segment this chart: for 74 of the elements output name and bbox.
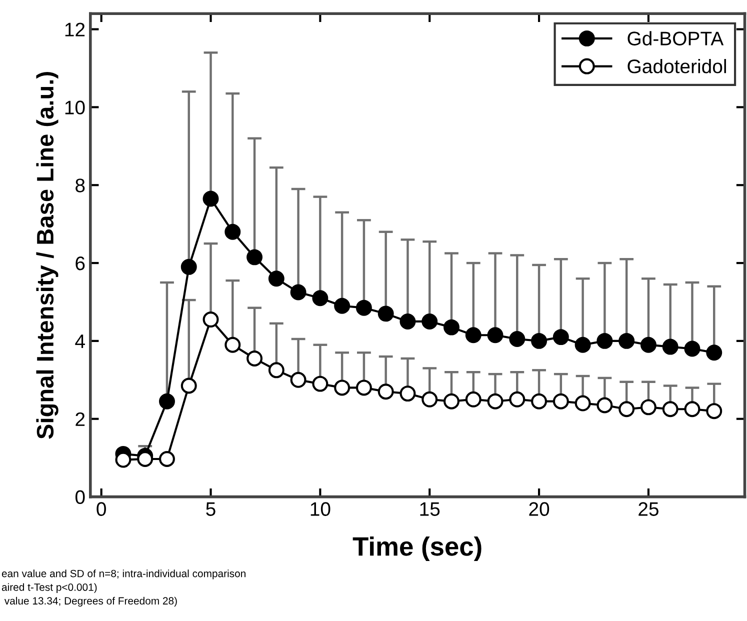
point: [224, 224, 241, 240]
point: [180, 378, 197, 394]
point: [290, 372, 306, 388]
text: aired t-Test p<0.001): [2, 583, 97, 593]
point: [662, 338, 678, 355]
point: [268, 362, 284, 378]
y-axis-title: Signal Intensity / Base Line (a.u.): [36, 72, 58, 439]
x-tick-label: 0: [96, 502, 106, 516]
legend-label: Gd-BOPTA: [628, 31, 724, 46]
point: [115, 452, 132, 468]
x-tick-label: 20: [529, 502, 550, 516]
point: [268, 270, 284, 287]
y-tick-label: 0: [75, 490, 85, 504]
point: [531, 393, 548, 410]
y-tick-label: 10: [65, 100, 85, 114]
x-tick-label: 5: [206, 502, 216, 516]
x-tick-label: 25: [638, 502, 658, 516]
point: [465, 327, 482, 344]
point: [465, 391, 482, 408]
point: [158, 451, 175, 467]
point: [400, 313, 416, 330]
point: [552, 393, 569, 410]
point: [618, 332, 635, 349]
point: [552, 329, 569, 346]
point: [422, 391, 438, 408]
point: [684, 401, 700, 418]
point: [574, 395, 591, 412]
point: [706, 344, 722, 361]
point: [224, 336, 241, 353]
text: ean value and SD of n=8; intra-individual comparison: [2, 570, 246, 580]
x-tick-label: 15: [420, 502, 440, 516]
y-tick-label: 4: [75, 334, 85, 348]
point: [422, 313, 438, 330]
point: [356, 300, 372, 316]
point: [202, 312, 219, 328]
point: [400, 386, 416, 402]
point: [444, 393, 460, 410]
point: [312, 376, 328, 392]
point: [487, 327, 504, 344]
point: [596, 397, 613, 414]
point: [618, 401, 635, 418]
point: [334, 380, 350, 396]
point: [202, 190, 219, 207]
point: [684, 340, 700, 357]
point: [137, 451, 154, 467]
x-axis-title: Time (sec): [352, 536, 482, 562]
point: [487, 393, 504, 410]
point: [246, 350, 263, 366]
y-tick-label: 12: [65, 22, 85, 36]
point: [246, 249, 263, 266]
legend-label: Gadoteridol: [628, 59, 726, 74]
point: [640, 336, 656, 353]
point: [574, 336, 591, 353]
point: [596, 332, 613, 349]
point: [662, 401, 678, 418]
text: value 13.34; Degrees of Freedom 28): [4, 596, 177, 607]
point: [378, 306, 394, 322]
point: [509, 331, 526, 347]
y-tick-label: 8: [76, 178, 85, 192]
point: [312, 290, 328, 306]
point: [640, 399, 656, 416]
point: [531, 332, 548, 349]
x-tick-label: 10: [310, 502, 330, 516]
y-tick-label: 2: [76, 412, 85, 426]
point: [356, 380, 372, 396]
point: [509, 391, 526, 408]
point: [444, 319, 460, 336]
point: [334, 298, 350, 314]
point: [158, 393, 175, 410]
point: [706, 403, 722, 420]
point: [378, 384, 394, 400]
point: [180, 258, 197, 275]
point: [290, 284, 306, 300]
y-tick-label: 6: [76, 256, 85, 270]
